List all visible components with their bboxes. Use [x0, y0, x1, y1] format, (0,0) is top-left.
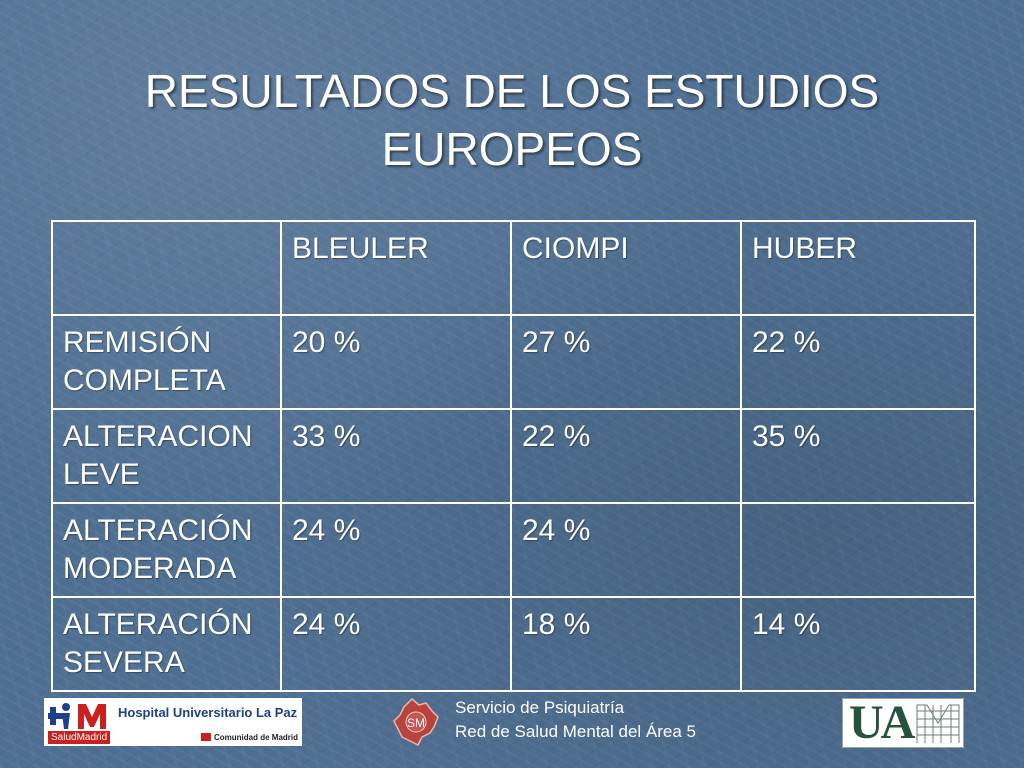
results-table: BLEULER CIOMPI HUBER REMISIÓN COMPLETA 2…: [51, 220, 976, 692]
table-header-row: BLEULER CIOMPI HUBER: [51, 220, 976, 316]
slide-title-line-1: RESULTADOS DE LOS ESTUDIOS: [144, 65, 880, 117]
value-cell: 18 %: [510, 596, 742, 692]
value-cell: 22 %: [510, 408, 742, 504]
service-text: Servicio de Psiquiatría Red de Salud Men…: [455, 696, 696, 744]
row-label-cell: ALTERACIÓN SEVERA: [51, 596, 282, 692]
madrid-flag-icon: [201, 733, 211, 741]
row-label-line: ALTERACIÓN: [63, 608, 253, 641]
row-label-cell: REMISIÓN COMPLETA: [51, 314, 282, 410]
value-cell: 14 %: [740, 596, 976, 692]
row-label-cell: ALTERACIÓN MODERADA: [51, 502, 282, 598]
row-label-line: REMISIÓN: [63, 326, 212, 359]
table-row: REMISIÓN COMPLETA 20 % 27 % 22 %: [51, 314, 976, 410]
uam-logo: UA: [842, 698, 964, 748]
slide-title: RESULTADOS DE LOS ESTUDIOS EUROPEOS: [0, 62, 1024, 178]
value-cell: [740, 502, 976, 598]
row-label-line: LEVE: [63, 458, 140, 491]
table-row: ALTERACION LEVE 33 % 22 % 35 %: [51, 408, 976, 504]
table-row: ALTERACIÓN MODERADA 24 % 24 %: [51, 502, 976, 598]
value-cell: 22 %: [740, 314, 976, 410]
hospital-la-paz-logo: Hospital Universitario La Paz SaludMadri…: [44, 698, 302, 746]
row-label-cell: ALTERACION LEVE: [51, 408, 282, 504]
comunidad-madrid-label: Comunidad de Madrid: [201, 733, 298, 742]
value-cell: 33 %: [280, 408, 512, 504]
uam-logo-letters: UA: [849, 698, 915, 748]
row-label-line: COMPLETA: [63, 364, 226, 397]
header-cell-huber: HUBER: [740, 220, 976, 316]
comunidad-madrid-text: Comunidad de Madrid: [214, 733, 298, 742]
row-label-line: SEVERA: [63, 646, 185, 679]
service-line-1: Servicio de Psiquiatría: [455, 698, 625, 717]
value-cell: 24 %: [280, 596, 512, 692]
sm-logo-text: SM: [407, 716, 425, 730]
value-cell: 24 %: [280, 502, 512, 598]
value-cell: 35 %: [740, 408, 976, 504]
salud-madrid-mark-icon: [48, 703, 106, 729]
salud-madrid-label: SaludMadrid: [48, 731, 111, 744]
value-cell: 24 %: [510, 502, 742, 598]
header-cell-empty: [51, 220, 282, 316]
slide-title-line-2: EUROPEOS: [381, 123, 643, 175]
service-line-2: Red de Salud Mental del Área 5: [455, 722, 696, 741]
header-cell-ciompi: CIOMPI: [510, 220, 742, 316]
header-cell-bleuler: BLEULER: [280, 220, 512, 316]
table-row: ALTERACIÓN SEVERA 24 % 18 % 14 %: [51, 596, 976, 692]
value-cell: 20 %: [280, 314, 512, 410]
uam-m-grid-icon: [916, 704, 960, 743]
row-label-line: MODERADA: [63, 552, 237, 585]
sm-madrid-map-logo-icon: SM: [393, 697, 439, 747]
row-label-line: ALTERACION: [63, 420, 253, 453]
hospital-name: Hospital Universitario La Paz: [118, 705, 298, 720]
value-cell: 27 %: [510, 314, 742, 410]
row-label-line: ALTERACIÓN: [63, 514, 253, 547]
